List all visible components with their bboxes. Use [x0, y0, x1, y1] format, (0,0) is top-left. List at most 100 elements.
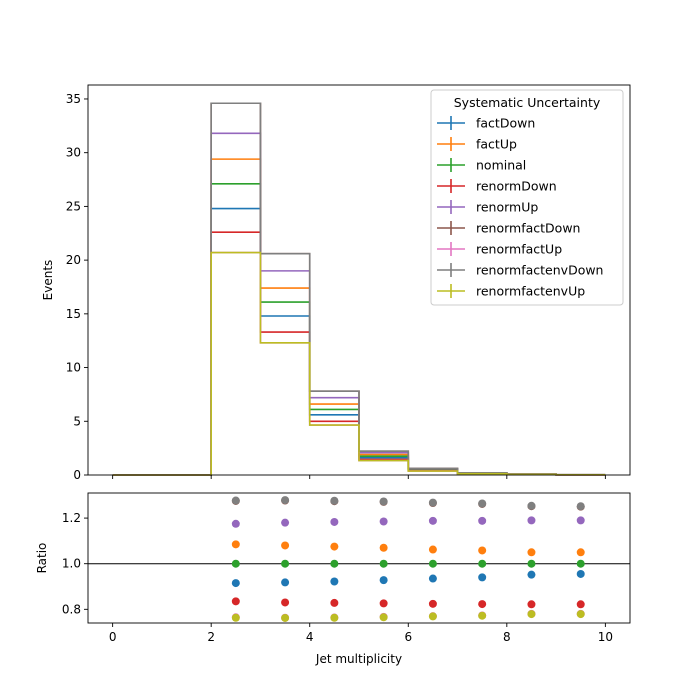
ratio-point-renormfactenvUp — [527, 610, 536, 619]
ratio-point-factDown — [379, 576, 388, 585]
legend-label-renormfactenvDown: renormfactenvDown — [476, 263, 603, 278]
main-x-ticks — [112, 475, 606, 479]
main-y-ticks: 0 5 10 15 20 25 30 35 — [66, 92, 88, 482]
legend: Systematic Uncertainty factDown factUp nom… — [430, 89, 624, 306]
ratio-point-factUp — [478, 546, 487, 555]
ratio-point-nominal — [281, 559, 290, 568]
ratio-x-tick-label: 2 — [207, 630, 215, 644]
main-y-tick-label: 35 — [66, 92, 81, 106]
ratio-x-axis-label: Jet multiplicity — [315, 652, 402, 666]
legend-label-renormfactDown: renormfactDown — [476, 221, 580, 236]
ratio-point-renormDown — [576, 600, 585, 609]
ratio-point-renormUp — [231, 519, 240, 528]
ratio-point-nominal — [576, 559, 585, 568]
ratio-point-renormDown — [281, 598, 290, 607]
ratio-point-factDown — [478, 573, 487, 582]
ratio-point-renormfactenvDown — [576, 502, 585, 511]
main-plot-frame — [87, 84, 631, 476]
ratio-point-renormfactenvUp — [478, 611, 487, 620]
ratio-point-renormUp — [428, 516, 437, 525]
legend-label-factDown: factDown — [476, 116, 535, 131]
ratio-point-factDown — [330, 577, 339, 586]
ratio-point-renormDown — [478, 600, 487, 609]
ratio-x-tick-label: 0 — [109, 630, 117, 644]
main-y-tick-label: 30 — [66, 146, 81, 160]
ratio-point-renormUp — [330, 517, 339, 526]
legend-label-renormDown: renormDown — [476, 179, 557, 194]
ratio-point-renormfactenvDown — [428, 498, 437, 507]
main-y-axis-label: Events — [41, 260, 55, 301]
ratio-point-factDown — [231, 579, 240, 588]
histogram-step-renormfactenvUp — [112, 251, 606, 476]
ratio-x-tick-label: 10 — [598, 630, 613, 644]
legend-label-renormfactenvUp: renormfactenvUp — [476, 284, 585, 299]
ratio-point-renormDown — [527, 600, 536, 609]
ratio-point-renormfactenvDown — [379, 497, 388, 506]
ratio-points-group — [231, 496, 585, 622]
ratio-point-renormfactenvDown — [478, 499, 487, 508]
legend-title: Systematic Uncertainty — [454, 95, 601, 110]
ratio-x-tick-label: 6 — [404, 630, 412, 644]
ratio-point-factUp — [330, 542, 339, 551]
ratio-point-renormUp — [281, 518, 290, 527]
ratio-point-nominal — [428, 559, 437, 568]
legend-items: factDown factUp nominal renormDown renormUp r… — [437, 116, 603, 299]
ratio-point-renormfactenvUp — [281, 613, 290, 622]
legend-label-nominal: nominal — [476, 158, 526, 173]
main-y-tick-label: 5 — [73, 414, 81, 428]
ratio-point-renormUp — [478, 516, 487, 525]
ratio-point-factDown — [576, 569, 585, 578]
ratio-point-renormDown — [330, 598, 339, 607]
ratio-point-nominal — [478, 559, 487, 568]
ratio-point-renormfactenvDown — [281, 496, 290, 505]
main-histogram-panel: 0 5 10 15 20 25 30 35 Events Systematic Uncerta… — [41, 84, 631, 482]
ratio-y-tick-label: 1.0 — [62, 557, 81, 571]
histogram-series-group — [112, 102, 606, 476]
legend-label-renormfactUp: renormfactUp — [476, 242, 562, 257]
ratio-point-renormUp — [379, 517, 388, 526]
ratio-point-renormUp — [576, 516, 585, 525]
main-y-tick-label: 0 — [73, 468, 81, 482]
ratio-plot-frame — [87, 492, 631, 624]
ratio-point-nominal — [527, 559, 536, 568]
ratio-panel: 0 2 4 6 8 10 0.8 1.0 1.2 Jet multiplicity Ratio — [35, 492, 631, 666]
ratio-point-renormfactenvDown — [231, 496, 240, 505]
main-y-tick-label: 25 — [66, 199, 81, 213]
ratio-point-renormfactenvDown — [527, 501, 536, 510]
legend-box — [430, 89, 624, 306]
ratio-point-nominal — [330, 559, 339, 568]
ratio-x-ticks: 0 2 4 6 8 10 — [109, 623, 613, 644]
ratio-point-factUp — [527, 548, 536, 557]
ratio-point-renormfactenvDown — [330, 496, 339, 505]
ratio-y-axis-label: Ratio — [35, 543, 49, 574]
ratio-x-tick-label: 4 — [306, 630, 314, 644]
ratio-point-renormUp — [527, 516, 536, 525]
legend-label-factUp: factUp — [476, 137, 517, 152]
ratio-point-renormDown — [231, 597, 240, 606]
ratio-y-tick-label: 0.8 — [62, 602, 81, 616]
ratio-point-factDown — [281, 578, 290, 587]
main-y-tick-label: 15 — [66, 307, 81, 321]
ratio-point-factUp — [281, 541, 290, 550]
ratio-point-renormfactenvUp — [576, 610, 585, 619]
ratio-point-factDown — [428, 574, 437, 583]
ratio-point-renormfactenvUp — [231, 613, 240, 622]
ratio-y-tick-label: 1.2 — [62, 511, 81, 525]
ratio-point-factUp — [379, 543, 388, 552]
ratio-point-nominal — [379, 559, 388, 568]
ratio-point-renormfactenvUp — [379, 613, 388, 622]
main-y-tick-label: 20 — [66, 253, 81, 267]
ratio-x-tick-label: 8 — [503, 630, 511, 644]
ratio-point-renormfactenvUp — [428, 612, 437, 621]
ratio-point-nominal — [231, 559, 240, 568]
ratio-point-factUp — [231, 540, 240, 549]
ratio-point-renormfactenvUp — [330, 613, 339, 622]
legend-label-renormUp: renormUp — [476, 200, 538, 215]
main-y-tick-label: 10 — [66, 361, 81, 375]
ratio-point-renormDown — [379, 599, 388, 608]
ratio-y-ticks: 0.8 1.0 1.2 — [62, 511, 88, 616]
ratio-point-factUp — [576, 548, 585, 557]
ratio-point-factUp — [428, 545, 437, 554]
ratio-point-factDown — [527, 570, 536, 579]
